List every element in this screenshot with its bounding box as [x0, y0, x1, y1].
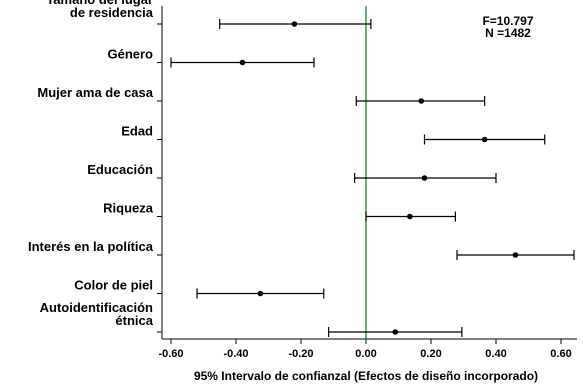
point-estimate [291, 21, 298, 27]
point-estimate [481, 136, 488, 143]
category-label: Tamaño del lugar [46, 0, 153, 7]
x-tick-label: 0.40 [485, 348, 506, 360]
point-estimate [239, 59, 246, 66]
category-label: Edad [121, 124, 153, 139]
category-label: Riqueza [103, 201, 154, 216]
stat-annotation: N =1482 [485, 26, 531, 40]
x-axis-label: 95% Intervalo de confianzal (Efectos de … [194, 369, 538, 383]
x-tick-label: -0.40 [223, 348, 248, 360]
x-tick-label: -0.60 [158, 348, 183, 360]
category-label: Color de piel [74, 278, 153, 293]
x-tick-label: 0.00 [355, 348, 376, 360]
point-estimate [512, 252, 519, 258]
category-label: Género [107, 47, 153, 62]
x-tick-label: 0.20 [420, 348, 441, 360]
stat-annotation: F=10.797 [482, 14, 533, 28]
point-estimate [407, 213, 413, 220]
category-label: Autoidentificación [40, 300, 153, 315]
category-label: Educación [87, 162, 153, 177]
point-estimate [418, 98, 425, 104]
point-estimate [392, 329, 399, 335]
x-tick-label: -0.20 [288, 348, 313, 360]
x-tick-label: 0.60 [550, 348, 571, 360]
category-label: Interés en la política [28, 239, 154, 254]
point-estimate [257, 290, 264, 297]
point-estimate [421, 175, 428, 181]
category-label: de residencia [70, 5, 154, 20]
category-label: Mujer ama de casa [37, 85, 153, 100]
category-label: étnica [115, 313, 153, 328]
